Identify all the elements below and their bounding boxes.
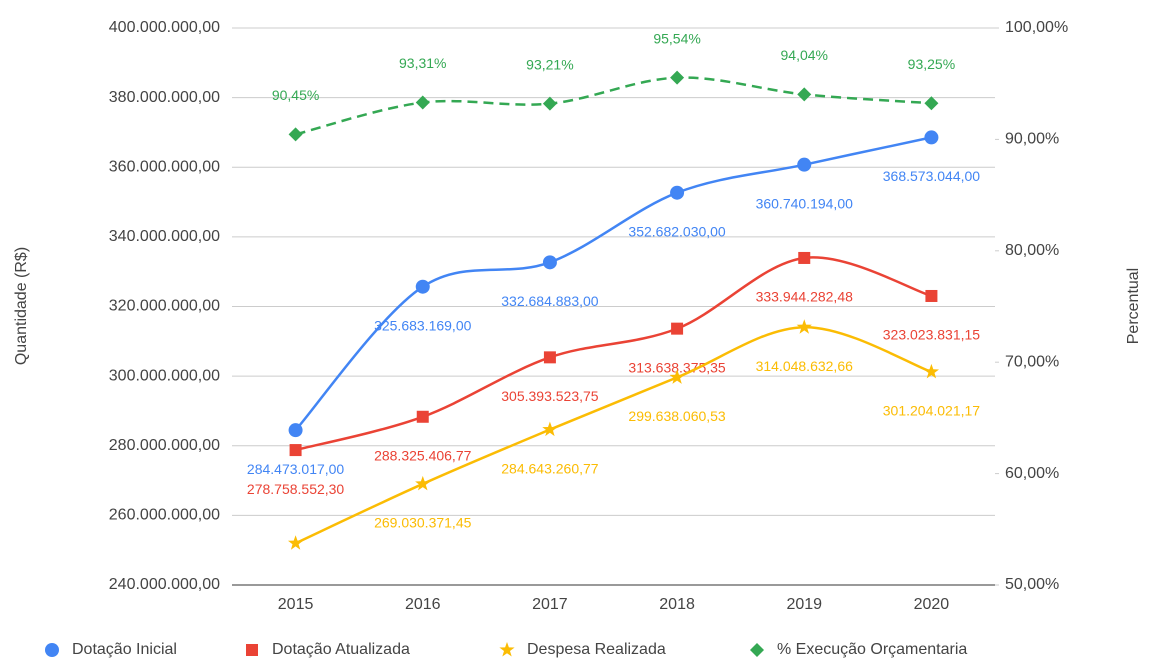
- data-point: [797, 87, 812, 102]
- data-label: 93,21%: [526, 56, 573, 72]
- data-point: [797, 157, 812, 172]
- data-label: 288.325.406,77: [374, 447, 472, 463]
- data-point: [798, 251, 811, 264]
- data-label: 352.682.030,00: [628, 223, 726, 239]
- series-line: [295, 325, 932, 545]
- y-tick-label: 380.000.000,00: [109, 89, 220, 106]
- data-label: 360.740.194,00: [756, 195, 854, 211]
- y-axis-title: Quantidade (R$): [13, 247, 30, 365]
- data-label: 299.638.060,53: [628, 408, 726, 424]
- data-label: 284.473.017,00: [247, 461, 345, 477]
- data-point: [925, 289, 938, 302]
- y-tick-label: 280.000.000,00: [109, 437, 220, 454]
- y2-tick-label: 70,00%: [1005, 353, 1059, 370]
- data-point: [543, 351, 556, 364]
- y-tick-label: 320.000.000,00: [109, 298, 220, 315]
- y-tick-label: 340.000.000,00: [109, 228, 220, 245]
- data-label: 94,04%: [781, 47, 828, 63]
- data-point: [288, 535, 304, 550]
- legend-label: Dotação Inicial: [72, 641, 177, 658]
- data-label: 284.643.260,77: [501, 460, 599, 476]
- legend-label: Despesa Realizada: [527, 641, 666, 658]
- data-point: [288, 127, 303, 142]
- y-tick-label: 360.000.000,00: [109, 158, 220, 175]
- data-point: [416, 410, 429, 423]
- x-tick-label: 2015: [278, 596, 314, 613]
- y2-tick-label: 90,00%: [1005, 131, 1059, 148]
- data-point: [796, 319, 812, 334]
- y2-tick-label: 100,00%: [1005, 19, 1068, 36]
- y-tick-label: 300.000.000,00: [109, 367, 220, 384]
- data-point: [670, 185, 685, 200]
- data-label: 333.944.282,48: [756, 289, 854, 305]
- data-point: [924, 130, 939, 145]
- series-line: [295, 256, 932, 452]
- data-point: [542, 255, 557, 270]
- y-tick-label: 260.000.000,00: [109, 507, 220, 524]
- data-label: 323.023.831,15: [883, 327, 981, 343]
- y-tick-label: 240.000.000,00: [109, 576, 220, 593]
- data-point: [670, 70, 685, 85]
- x-tick-label: 2017: [532, 596, 568, 613]
- data-point: [288, 423, 303, 438]
- data-point: [923, 363, 939, 379]
- data-point: [415, 475, 431, 491]
- data-point: [289, 444, 302, 457]
- data-label: 93,31%: [399, 55, 446, 71]
- y2-axis-title: Percentual: [1125, 268, 1142, 345]
- data-label: 95,54%: [653, 30, 700, 46]
- x-tick-label: 2018: [659, 596, 695, 613]
- x-tick-label: 2016: [405, 596, 441, 613]
- data-label: 301.204.021,17: [883, 403, 981, 419]
- data-point: [415, 95, 430, 110]
- data-label: 305.393.523,75: [501, 388, 599, 404]
- x-tick-label: 2019: [786, 596, 822, 613]
- data-point: [924, 96, 939, 111]
- data-point: [542, 421, 558, 437]
- data-point: [542, 96, 557, 111]
- data-label: 278.758.552,30: [247, 481, 345, 497]
- data-label: 313.638.375,35: [628, 359, 726, 375]
- legend-swatch: [45, 643, 59, 657]
- data-point: [669, 369, 685, 384]
- y2-tick-label: 80,00%: [1005, 242, 1059, 259]
- x-tick-label: 2020: [914, 596, 950, 613]
- legend-label: % Execução Orçamentaria: [777, 641, 967, 658]
- data-label: 90,45%: [272, 87, 319, 103]
- data-point: [415, 279, 430, 294]
- data-label: 332.684.883,00: [501, 293, 599, 309]
- legend-swatch: [499, 642, 515, 657]
- data-label: 93,25%: [908, 56, 955, 72]
- legend-swatch: [246, 644, 258, 656]
- legend-label: Dotação Atualizada: [272, 641, 410, 658]
- data-label: 325.683.169,00: [374, 317, 472, 333]
- data-label: 269.030.371,45: [374, 515, 472, 531]
- y2-tick-label: 50,00%: [1005, 576, 1059, 593]
- data-label: 314.048.632,66: [756, 358, 854, 374]
- y-tick-label: 400.000.000,00: [109, 19, 220, 36]
- series-line: [295, 76, 932, 136]
- y2-tick-label: 60,00%: [1005, 465, 1059, 482]
- data-point: [671, 322, 684, 335]
- data-label: 368.573.044,00: [883, 168, 981, 184]
- series-line: [294, 136, 932, 432]
- legend-swatch: [750, 643, 764, 657]
